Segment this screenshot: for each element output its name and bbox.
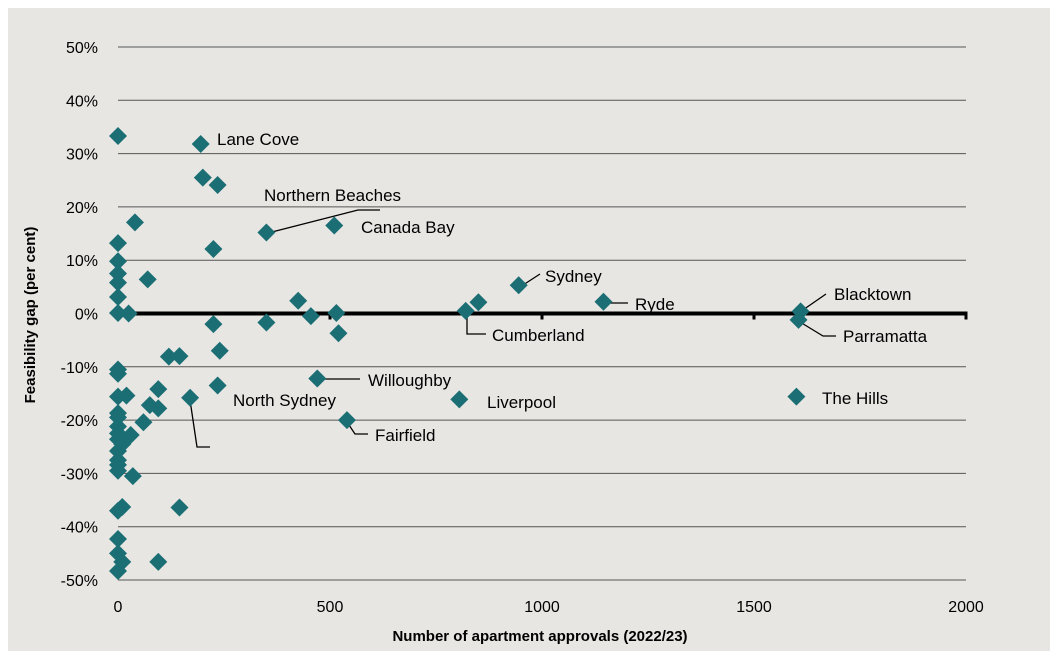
y-tick-label: -40%	[61, 520, 98, 537]
data-point	[109, 529, 127, 548]
data-point	[257, 223, 276, 242]
chart-background	[8, 8, 1050, 651]
data-point	[109, 461, 127, 480]
annotation-label: Lane Cove	[217, 130, 299, 149]
data-point	[109, 561, 127, 580]
annotation-leader-line	[267, 209, 380, 234]
data-point	[289, 291, 308, 310]
y-tick-label: -20%	[61, 413, 98, 430]
y-tick-label: 20%	[66, 200, 98, 217]
data-point	[257, 313, 276, 332]
y-tick-label: 30%	[66, 147, 98, 164]
annotation-label: Cumberland	[492, 326, 585, 345]
annotation-label: Willoughby	[368, 371, 452, 390]
data-point	[450, 390, 469, 409]
data-point	[337, 411, 356, 430]
data-point	[109, 442, 127, 461]
data-point	[109, 273, 127, 292]
annotation-label: Fairfield	[375, 426, 435, 445]
data-point	[327, 303, 346, 322]
x-tick-label: 1500	[736, 599, 772, 616]
annotation-leader-line	[799, 321, 836, 337]
data-point	[329, 324, 348, 343]
data-point	[325, 216, 344, 235]
data-point	[204, 315, 223, 334]
data-point	[170, 498, 189, 517]
x-tick-label: 0	[114, 599, 123, 616]
gridlines	[118, 46, 966, 581]
annotation-leader-line	[189, 399, 210, 448]
data-point	[109, 303, 127, 322]
data-point	[149, 552, 168, 571]
y-tick-label: 40%	[66, 93, 98, 110]
data-points	[109, 127, 810, 580]
annotation-label: Liverpool	[487, 393, 556, 412]
x-tick-label: 500	[317, 599, 344, 616]
annotation-label: Ryde	[635, 295, 675, 314]
data-point	[787, 387, 806, 406]
data-point	[193, 168, 212, 187]
data-point	[109, 364, 127, 383]
annotation-label: The Hills	[822, 389, 888, 408]
data-point	[208, 376, 227, 395]
annotation-leader-line	[466, 314, 486, 335]
y-tick-label: 50%	[66, 40, 98, 57]
y-tick-labels: -50% -40% -30% -20% -10% 0% 10% 20% 30% 40% 50%	[61, 40, 98, 590]
data-point	[210, 341, 229, 360]
data-point	[456, 301, 475, 320]
data-point	[138, 270, 157, 289]
data-point	[117, 386, 136, 405]
data-point	[149, 399, 168, 418]
x-tick-label: 2000	[948, 599, 984, 616]
annotation-label: Canada Bay	[361, 218, 455, 237]
data-point	[119, 304, 138, 323]
annotation-label: Sydney	[545, 267, 602, 286]
y-tick-label: -30%	[61, 466, 98, 483]
y-tick-label: -10%	[61, 360, 98, 377]
data-point	[170, 347, 189, 366]
x-tick-labels: 0 500 1000 1500 2000	[114, 599, 984, 616]
data-point	[191, 135, 210, 154]
data-point	[109, 287, 127, 306]
data-point	[594, 292, 613, 311]
data-point	[509, 276, 528, 295]
data-point	[159, 347, 178, 366]
annotation-label: Parramatta	[843, 327, 928, 346]
data-point	[149, 380, 168, 399]
data-point	[109, 252, 127, 271]
annotations: Lane Cove Northern Beaches Canada Bay Sydne…	[217, 130, 928, 445]
data-point	[789, 310, 808, 329]
data-point	[123, 467, 142, 486]
data-point	[109, 127, 127, 146]
data-point	[109, 408, 127, 427]
data-point	[125, 213, 144, 232]
x-tick-label: 1000	[524, 599, 560, 616]
data-point	[134, 413, 153, 432]
data-point	[301, 307, 320, 326]
data-point	[109, 501, 127, 520]
annotation-label: North Sydney	[233, 391, 336, 410]
x-axis-title: Number of apartment approvals (2022/23)	[392, 628, 687, 645]
y-tick-label: 10%	[66, 253, 98, 270]
data-point	[109, 234, 127, 253]
data-point	[204, 240, 223, 259]
y-tick-label: -50%	[61, 573, 98, 590]
data-point	[208, 176, 227, 195]
annotation-label: Northern Beaches	[264, 186, 401, 205]
data-point	[181, 388, 200, 407]
annotation-label: Blacktown	[834, 285, 911, 304]
data-point	[109, 264, 127, 283]
y-tick-label: 0%	[75, 307, 98, 324]
data-point	[308, 369, 327, 388]
data-point	[469, 293, 488, 312]
y-axis-title: Feasibility gap (per cent)	[22, 227, 39, 404]
